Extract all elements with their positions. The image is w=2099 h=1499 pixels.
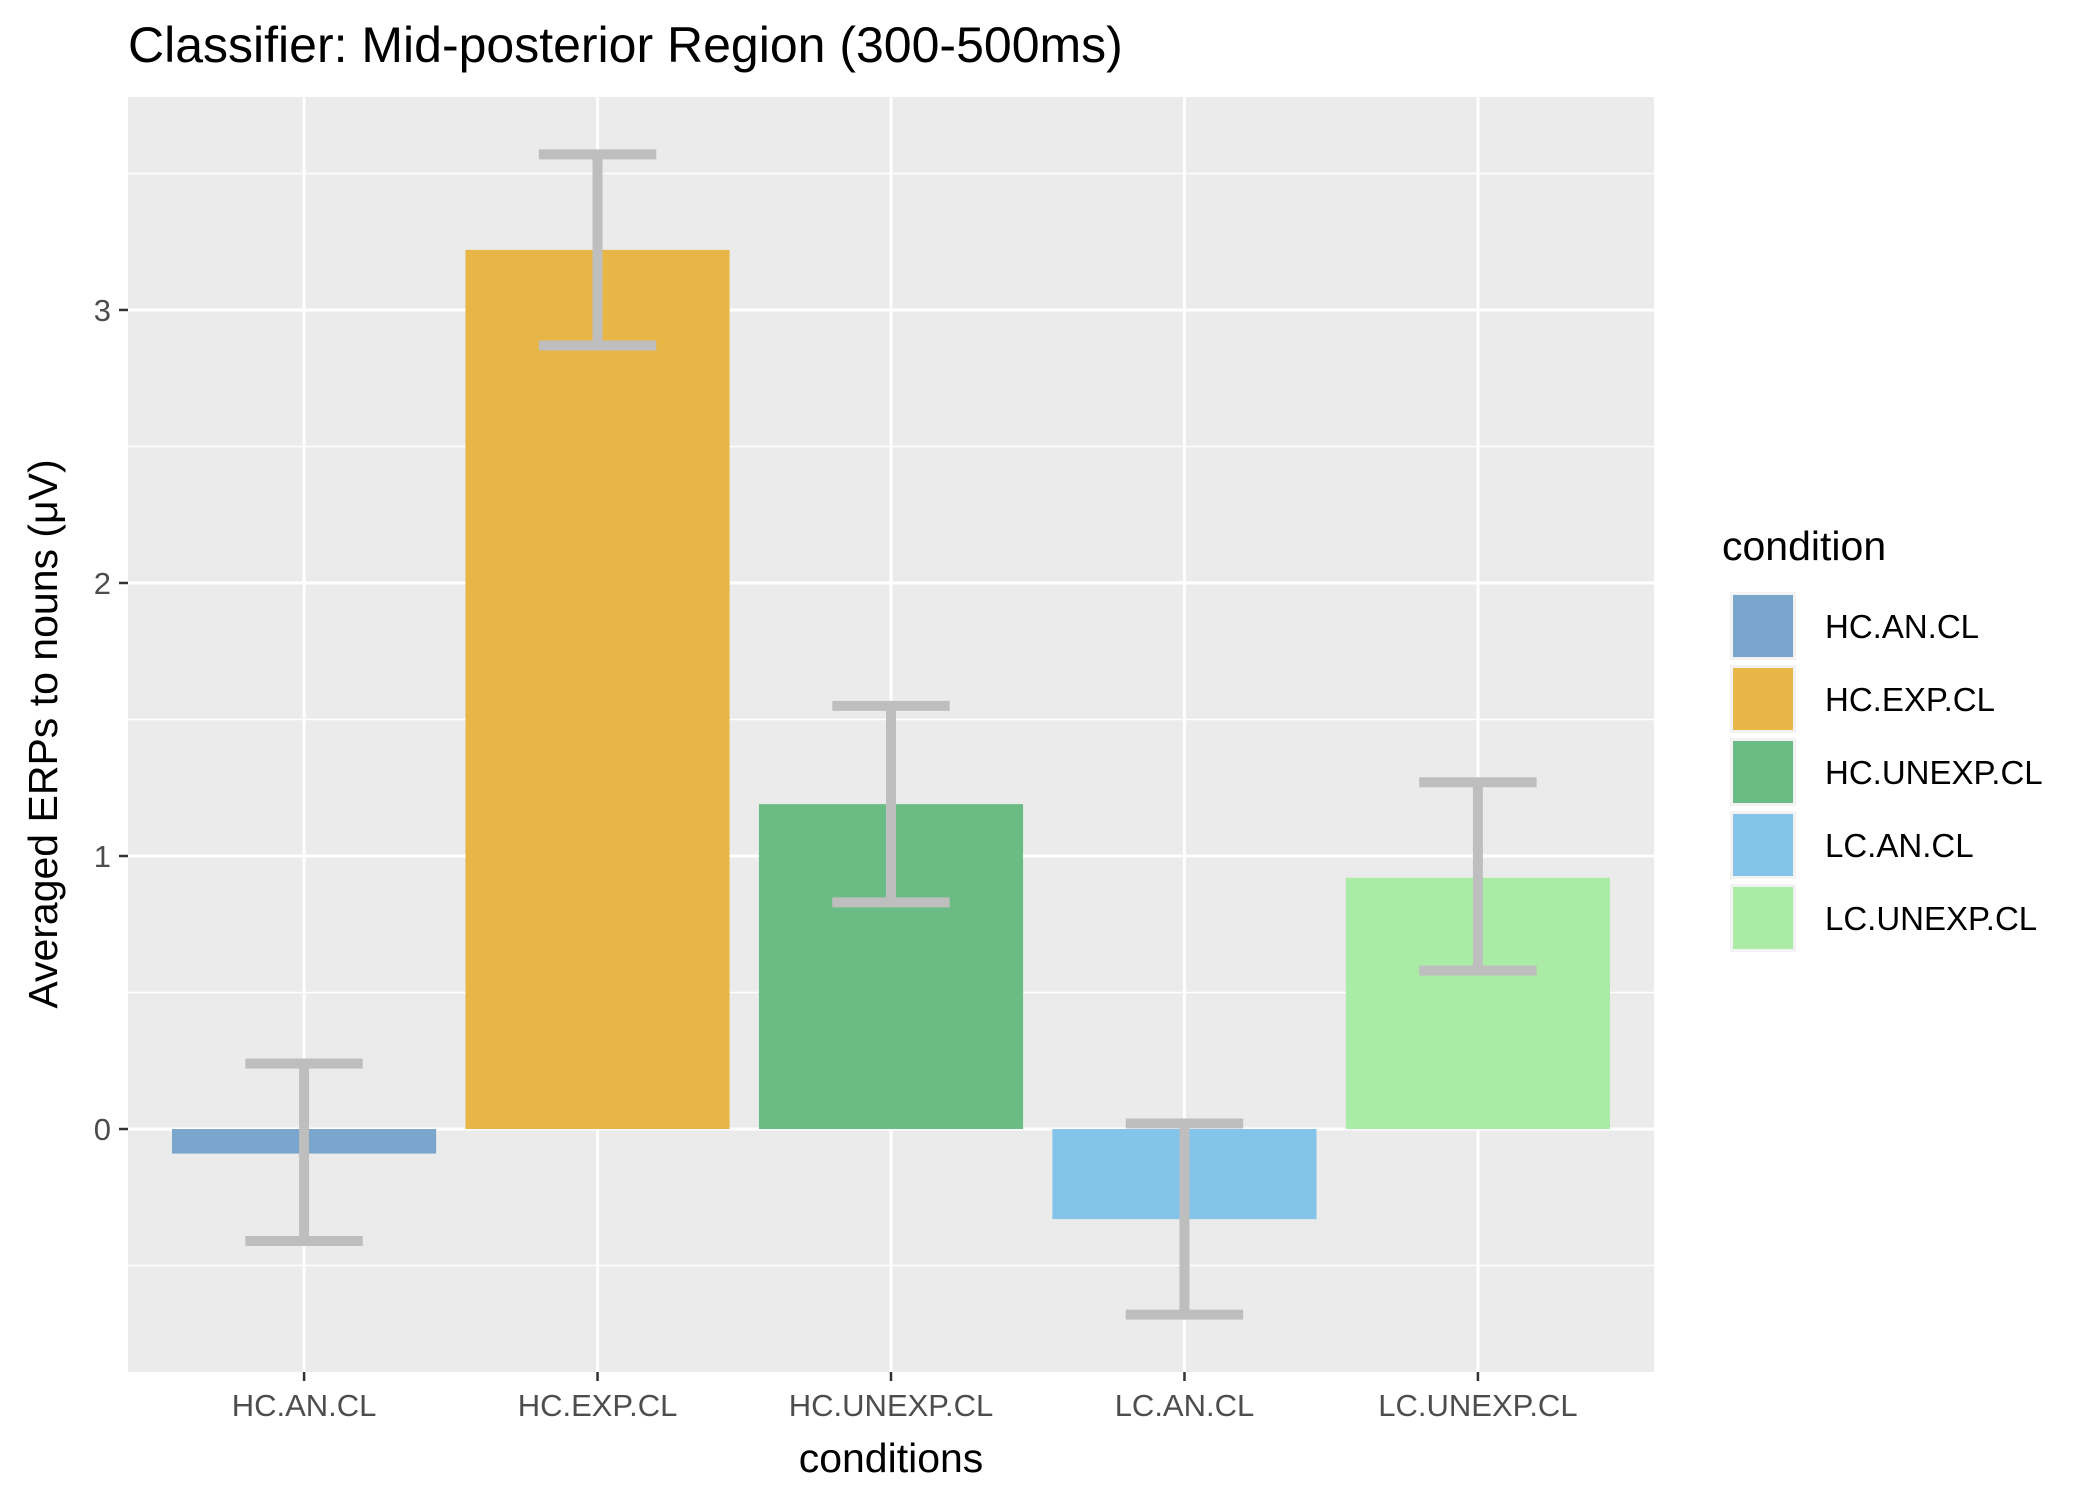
- legend-swatch: [1733, 814, 1793, 876]
- legend-label: HC.EXP.CL: [1825, 681, 1995, 718]
- x-tick-label: LC.AN.CL: [1115, 1388, 1255, 1423]
- x-tick-label: LC.UNEXP.CL: [1378, 1388, 1577, 1423]
- error-bar: [1125, 1118, 1244, 1320]
- legend-entry: HC.AN.CL: [1730, 592, 1979, 660]
- legend-entry: LC.UNEXP.CL: [1730, 884, 2037, 952]
- y-tick-label: 1: [94, 839, 111, 874]
- legend-label: HC.UNEXP.CL: [1825, 754, 2043, 791]
- error-bar: [832, 700, 950, 908]
- legend-swatch: [1733, 887, 1793, 949]
- error-bar: [1419, 777, 1537, 976]
- x-tick-label: HC.EXP.CL: [518, 1388, 678, 1423]
- legend-label: LC.UNEXP.CL: [1825, 900, 2037, 937]
- x-tick-label: HC.AN.CL: [232, 1388, 377, 1423]
- x-axis: HC.AN.CL HC.EXP.CL HC.UNEXP.CL LC.AN.CL LC.U…: [232, 1372, 1578, 1423]
- legend-swatch: [1733, 595, 1793, 657]
- y-tick-label: 2: [94, 566, 111, 601]
- legend-entry: HC.UNEXP.CL: [1730, 738, 2043, 806]
- legend-label: HC.AN.CL: [1825, 608, 1979, 645]
- error-bar: [538, 149, 657, 351]
- y-tick-label: 0: [94, 1112, 111, 1147]
- y-tick-label: 3: [94, 293, 111, 328]
- y-axis: 0 1 2 3: [94, 293, 128, 1147]
- error-bar: [245, 1058, 363, 1246]
- legend-title: condition: [1722, 523, 1886, 569]
- chart-title: Classifier: Mid-posterior Region (300-50…: [128, 17, 1123, 73]
- error-bars: [245, 149, 1537, 1320]
- x-tick-label: HC.UNEXP.CL: [789, 1388, 993, 1423]
- legend-swatch: [1733, 741, 1793, 803]
- legend: condition HC.AN.CL HC.EXP.CL HC.UNEXP.CL LC…: [1722, 523, 2043, 952]
- legend-entry: LC.AN.CL: [1730, 811, 1974, 879]
- y-axis-title: Averaged ERPs to nouns (μV): [20, 459, 66, 1008]
- bar: [465, 249, 730, 1130]
- legend-entry: HC.EXP.CL: [1730, 665, 1995, 733]
- legend-label: LC.AN.CL: [1825, 827, 1974, 864]
- legend-swatch: [1733, 668, 1793, 730]
- x-axis-title: conditions: [799, 1435, 984, 1481]
